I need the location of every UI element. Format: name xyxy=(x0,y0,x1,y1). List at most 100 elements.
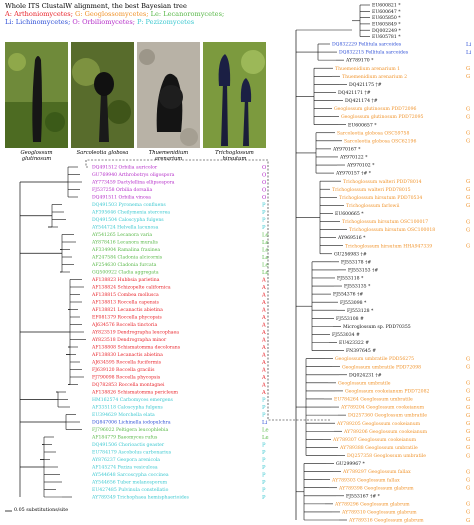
class-abbr: A xyxy=(261,300,266,306)
class-abbr: A xyxy=(261,352,266,358)
taxon-label: DQ832215 Pellitula sarcoides xyxy=(339,50,409,56)
taxon-label: DQ257358 Geoglossum umbratile xyxy=(347,453,426,459)
caption-geoglossum: Geoglossum glutinosum xyxy=(20,150,53,162)
taxon-label: EU394629 Morchella elata xyxy=(92,412,155,418)
taxon-label: AY970167 * xyxy=(332,146,361,152)
class-abbr: G xyxy=(466,397,470,403)
class-abbr: G xyxy=(466,502,470,508)
class-abbr: Le xyxy=(262,427,269,433)
class-abbr: Le xyxy=(262,232,269,238)
taxon-label: AY970157 †# * xyxy=(335,171,372,177)
taxon-label: FJ796022 Peltigera leucophlebia xyxy=(92,427,168,433)
class-abbr: G xyxy=(466,74,470,80)
taxon-label: HM162574 Carbomyces emergens xyxy=(92,397,174,403)
class-abbr: G xyxy=(466,518,470,524)
class-abbr: G xyxy=(466,219,470,225)
taxon-label: AF395646 Cheilymenia stercorea xyxy=(91,210,170,216)
taxon-label: DQ491512 Orbilia auricolor xyxy=(92,165,158,171)
taxon-label: AY789303 Geoglossum fallax xyxy=(331,477,400,483)
class-abbr: P xyxy=(262,202,266,208)
taxon-label: FJ553118 * xyxy=(337,276,364,282)
taxon-label: AF138808 Schismatomma decolorans xyxy=(91,345,181,351)
taxon-label: AY789170 * xyxy=(345,58,374,64)
taxon-label: AY789297 Geoglossum fallax xyxy=(342,469,411,475)
class-abbr: Le xyxy=(262,255,269,261)
class-abbr: G xyxy=(466,139,470,145)
class-abbr: G xyxy=(466,195,470,201)
class-abbr: P xyxy=(262,480,266,486)
class-abbr: G xyxy=(466,106,470,112)
class-abbr: P xyxy=(262,450,266,456)
taxon-label: AY969516 * xyxy=(337,235,366,241)
class-abbr: G xyxy=(466,477,470,483)
taxon-label: Geoglossum glutinosum PDD72096 xyxy=(334,106,417,112)
class-abbr: O xyxy=(262,165,266,171)
class-abbr: Le xyxy=(262,240,269,246)
legend-pezizomycetes: P: Pezizomycetes xyxy=(137,18,195,26)
class-abbr: P xyxy=(262,225,266,231)
taxon-label: FJ537258 Orbilia dorsalia xyxy=(92,187,152,193)
taxon-label: Sarcoleotia globosa OSC62196 xyxy=(344,138,416,144)
class-abbr: Le xyxy=(262,262,269,268)
class-abbr: A xyxy=(261,307,266,313)
taxon-label: EU605849 * xyxy=(372,22,401,28)
taxon-label: DQ421175 †# xyxy=(349,82,382,88)
class-legend: A: Arthoniomycetes; G: Geoglossomycetes;… xyxy=(5,10,275,18)
taxon-label: EU423322 # xyxy=(339,340,369,346)
taxon-label: FN397645 # xyxy=(346,348,376,354)
class-abbr: G xyxy=(466,356,470,362)
taxon-label: AY970122 * xyxy=(339,155,368,161)
taxon-label: EU600665 * xyxy=(335,211,364,217)
class-abbr: A xyxy=(261,322,266,328)
class-abbr: A xyxy=(261,390,266,396)
taxon-label: AF138824 Schizopelte californica xyxy=(91,285,171,291)
class-abbr: A xyxy=(261,330,266,336)
taxon-label: Geoglossum umbratile xyxy=(338,380,391,386)
class-abbr: A xyxy=(261,345,266,351)
taxon-label: Sarcoleotia globosa OSC59758 xyxy=(337,130,409,136)
taxon-label: Trichoglossum hirsutum PDD70534 xyxy=(339,195,422,201)
class-abbr: G xyxy=(466,453,470,459)
class-abbr: A xyxy=(261,292,266,298)
class-abbr: G xyxy=(466,429,470,435)
legend-arthoniomycetes: A: Arthoniomycetes; xyxy=(5,10,76,18)
taxon-label: EU600821 * xyxy=(372,3,401,9)
dashed-connector xyxy=(85,159,330,421)
class-abbr: P xyxy=(262,495,266,501)
taxon-label: AY789398 Geoglossum glabrum xyxy=(338,485,414,491)
class-abbr: Li xyxy=(262,420,267,426)
taxon-label: DQ421171 †# xyxy=(338,90,371,96)
class-abbr: P xyxy=(262,397,266,403)
taxon-label: AF138821 Lecanactis abietina xyxy=(91,307,163,313)
class-abbr: G xyxy=(466,243,470,249)
taxon-label: Trichoglossum hirsutum OSC100017 xyxy=(342,219,428,225)
taxon-label: Trichoglossum hirsutum HHA947339 xyxy=(345,243,432,249)
taxon-label: EU600647 * xyxy=(372,9,401,15)
class-abbr: G xyxy=(466,381,470,387)
taxon-label: FJ553128 * xyxy=(347,308,374,314)
taxon-label: AF247584 Cladonia alcicornis xyxy=(91,255,163,261)
legend-lichinomycetes: Li: Lichinomycetes; xyxy=(5,18,73,26)
taxon-label: FJ553135 * xyxy=(344,284,371,290)
figure-title: Whole ITS ClustalW alignment, the best B… xyxy=(5,2,187,10)
class-abbr: O xyxy=(262,172,266,178)
taxon-label: FJ553153 †# xyxy=(348,267,378,273)
photo-trichoglossum-hirsutum xyxy=(203,42,266,148)
class-abbr: A xyxy=(261,367,266,373)
scale-bar-label: 0.05 substitutions/site xyxy=(14,508,69,513)
class-abbr: G xyxy=(466,510,470,516)
taxon-label: Trichoglossum walteri PDD78015 xyxy=(332,187,411,193)
taxon-label: Trichoglossum farlowii xyxy=(346,203,400,209)
taxon-label: GQ500922 Cladia aggregata xyxy=(92,270,159,276)
class-abbr: G xyxy=(466,179,470,185)
legend-lecanoromycetes: Le: Lecanoromycetes; xyxy=(150,10,225,18)
taxon-label: FJ553178 †# xyxy=(341,259,371,265)
taxon-label: Geoglossum glutinosum PDD72095 xyxy=(341,114,424,120)
taxon-label: AY789388 Geoglossum umbratile xyxy=(339,445,418,451)
class-abbr: G xyxy=(466,66,470,72)
taxon-label: GU299967 * xyxy=(336,461,366,467)
class-abbr: G xyxy=(466,187,470,193)
photo-sarcoleotia-globosa xyxy=(71,42,134,148)
caption-sarcoleotia: Sarcoleotia globosa xyxy=(76,150,129,156)
